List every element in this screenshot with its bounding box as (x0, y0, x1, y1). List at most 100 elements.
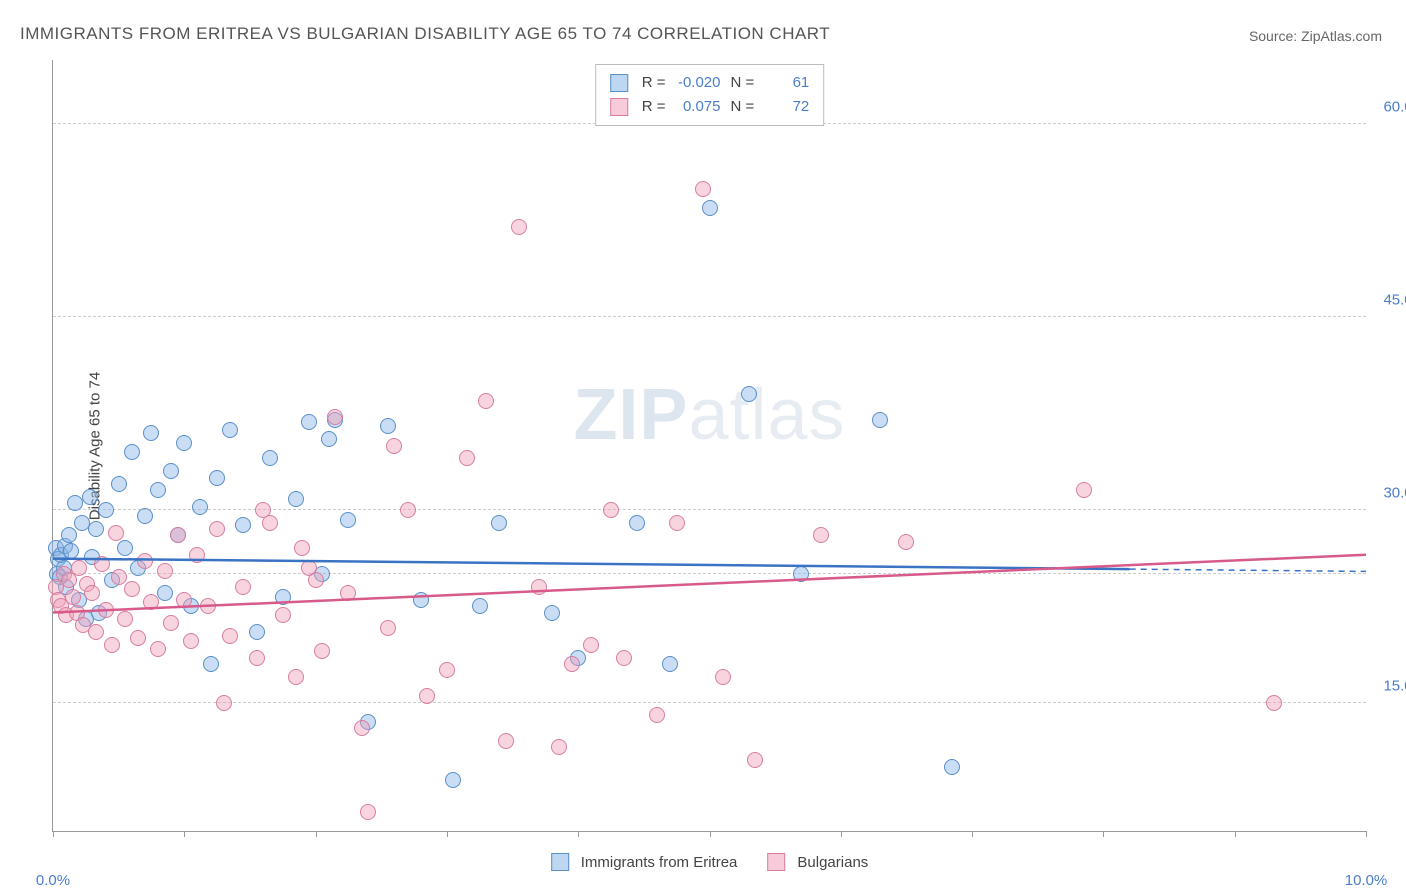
legend-pink-label: Bulgarians (797, 854, 868, 871)
scatter-point (898, 534, 914, 550)
scatter-point (137, 508, 153, 524)
scatter-point (203, 656, 219, 672)
y-tick-label: 30.0% (1371, 484, 1406, 501)
y-tick-label: 45.0% (1371, 292, 1406, 309)
scatter-point (419, 688, 435, 704)
scatter-point (944, 759, 960, 775)
scatter-point (124, 581, 140, 597)
scatter-point (235, 517, 251, 533)
legend-N-label: N = (731, 95, 755, 119)
legend-stats-row-pink: R = 0.075 N = 72 (610, 95, 810, 119)
scatter-point (314, 643, 330, 659)
scatter-point (189, 547, 205, 563)
scatter-point (275, 589, 291, 605)
x-tick (578, 831, 579, 837)
scatter-point (583, 637, 599, 653)
legend-pink-R: 0.075 (676, 95, 721, 119)
scatter-point (649, 707, 665, 723)
scatter-point (741, 386, 757, 402)
grid-line (53, 702, 1366, 703)
plot-area: ZIPatlas Disability Age 65 to 74 R = -0.… (52, 60, 1366, 832)
source-label: Source: (1249, 28, 1301, 44)
scatter-point (445, 772, 461, 788)
scatter-point (222, 628, 238, 644)
legend-blue-R: -0.020 (676, 71, 721, 95)
source-attribution: Source: ZipAtlas.com (1249, 28, 1382, 44)
scatter-point (308, 572, 324, 588)
swatch-blue-icon (610, 74, 628, 92)
scatter-point (564, 656, 580, 672)
scatter-point (478, 393, 494, 409)
scatter-point (531, 579, 547, 595)
scatter-point (386, 438, 402, 454)
x-tick-label: 0.0% (36, 872, 70, 889)
scatter-point (104, 637, 120, 653)
grid-line (53, 509, 1366, 510)
scatter-point (216, 695, 232, 711)
scatter-point (872, 412, 888, 428)
scatter-point (98, 602, 114, 618)
scatter-point (176, 435, 192, 451)
scatter-point (715, 669, 731, 685)
x-tick (1103, 831, 1104, 837)
scatter-point (65, 589, 81, 605)
watermark-zip: ZIP (573, 375, 688, 455)
scatter-point (176, 592, 192, 608)
x-tick (1235, 831, 1236, 837)
scatter-point (209, 521, 225, 537)
scatter-point (603, 502, 619, 518)
x-tick (184, 831, 185, 837)
y-tick-label: 15.0% (1371, 677, 1406, 694)
grid-line (53, 316, 1366, 317)
legend-item-blue: Immigrants from Eritrea (551, 853, 738, 871)
scatter-point (71, 560, 87, 576)
scatter-point (94, 556, 110, 572)
scatter-point (61, 527, 77, 543)
y-tick-label: 60.0% (1371, 99, 1406, 116)
scatter-point (143, 425, 159, 441)
scatter-point (1266, 695, 1282, 711)
scatter-point (249, 650, 265, 666)
x-tick (1366, 831, 1367, 837)
scatter-point (669, 515, 685, 531)
scatter-point (413, 592, 429, 608)
scatter-point (511, 219, 527, 235)
scatter-point (63, 543, 79, 559)
scatter-point (117, 540, 133, 556)
scatter-point (192, 499, 208, 515)
scatter-point (200, 598, 216, 614)
scatter-point (249, 624, 265, 640)
scatter-point (400, 502, 416, 518)
legend-item-pink: Bulgarians (767, 853, 868, 871)
scatter-point (262, 450, 278, 466)
x-tick (316, 831, 317, 837)
x-tick (53, 831, 54, 837)
scatter-point (360, 804, 376, 820)
legend-blue-label: Immigrants from Eritrea (581, 854, 738, 871)
scatter-point (150, 641, 166, 657)
x-tick-label: 10.0% (1345, 872, 1388, 889)
scatter-point (157, 563, 173, 579)
scatter-point (130, 630, 146, 646)
scatter-point (662, 656, 678, 672)
chart-title: IMMIGRANTS FROM ERITREA VS BULGARIAN DIS… (20, 24, 830, 44)
scatter-point (498, 733, 514, 749)
scatter-point (288, 491, 304, 507)
scatter-point (111, 476, 127, 492)
swatch-blue-icon (551, 853, 569, 871)
scatter-point (163, 463, 179, 479)
scatter-point (235, 579, 251, 595)
watermark-atlas: atlas (688, 375, 845, 455)
legend-stats-row-blue: R = -0.020 N = 61 (610, 71, 810, 95)
scatter-point (629, 515, 645, 531)
scatter-point (551, 739, 567, 755)
scatter-point (108, 525, 124, 541)
watermark: ZIPatlas (573, 374, 845, 456)
chart-container: IMMIGRANTS FROM ERITREA VS BULGARIAN DIS… (0, 0, 1406, 892)
x-tick (447, 831, 448, 837)
grid-line (53, 573, 1366, 574)
scatter-point (84, 585, 100, 601)
scatter-point (209, 470, 225, 486)
legend-series: Immigrants from Eritrea Bulgarians (551, 853, 869, 871)
scatter-point (150, 482, 166, 498)
